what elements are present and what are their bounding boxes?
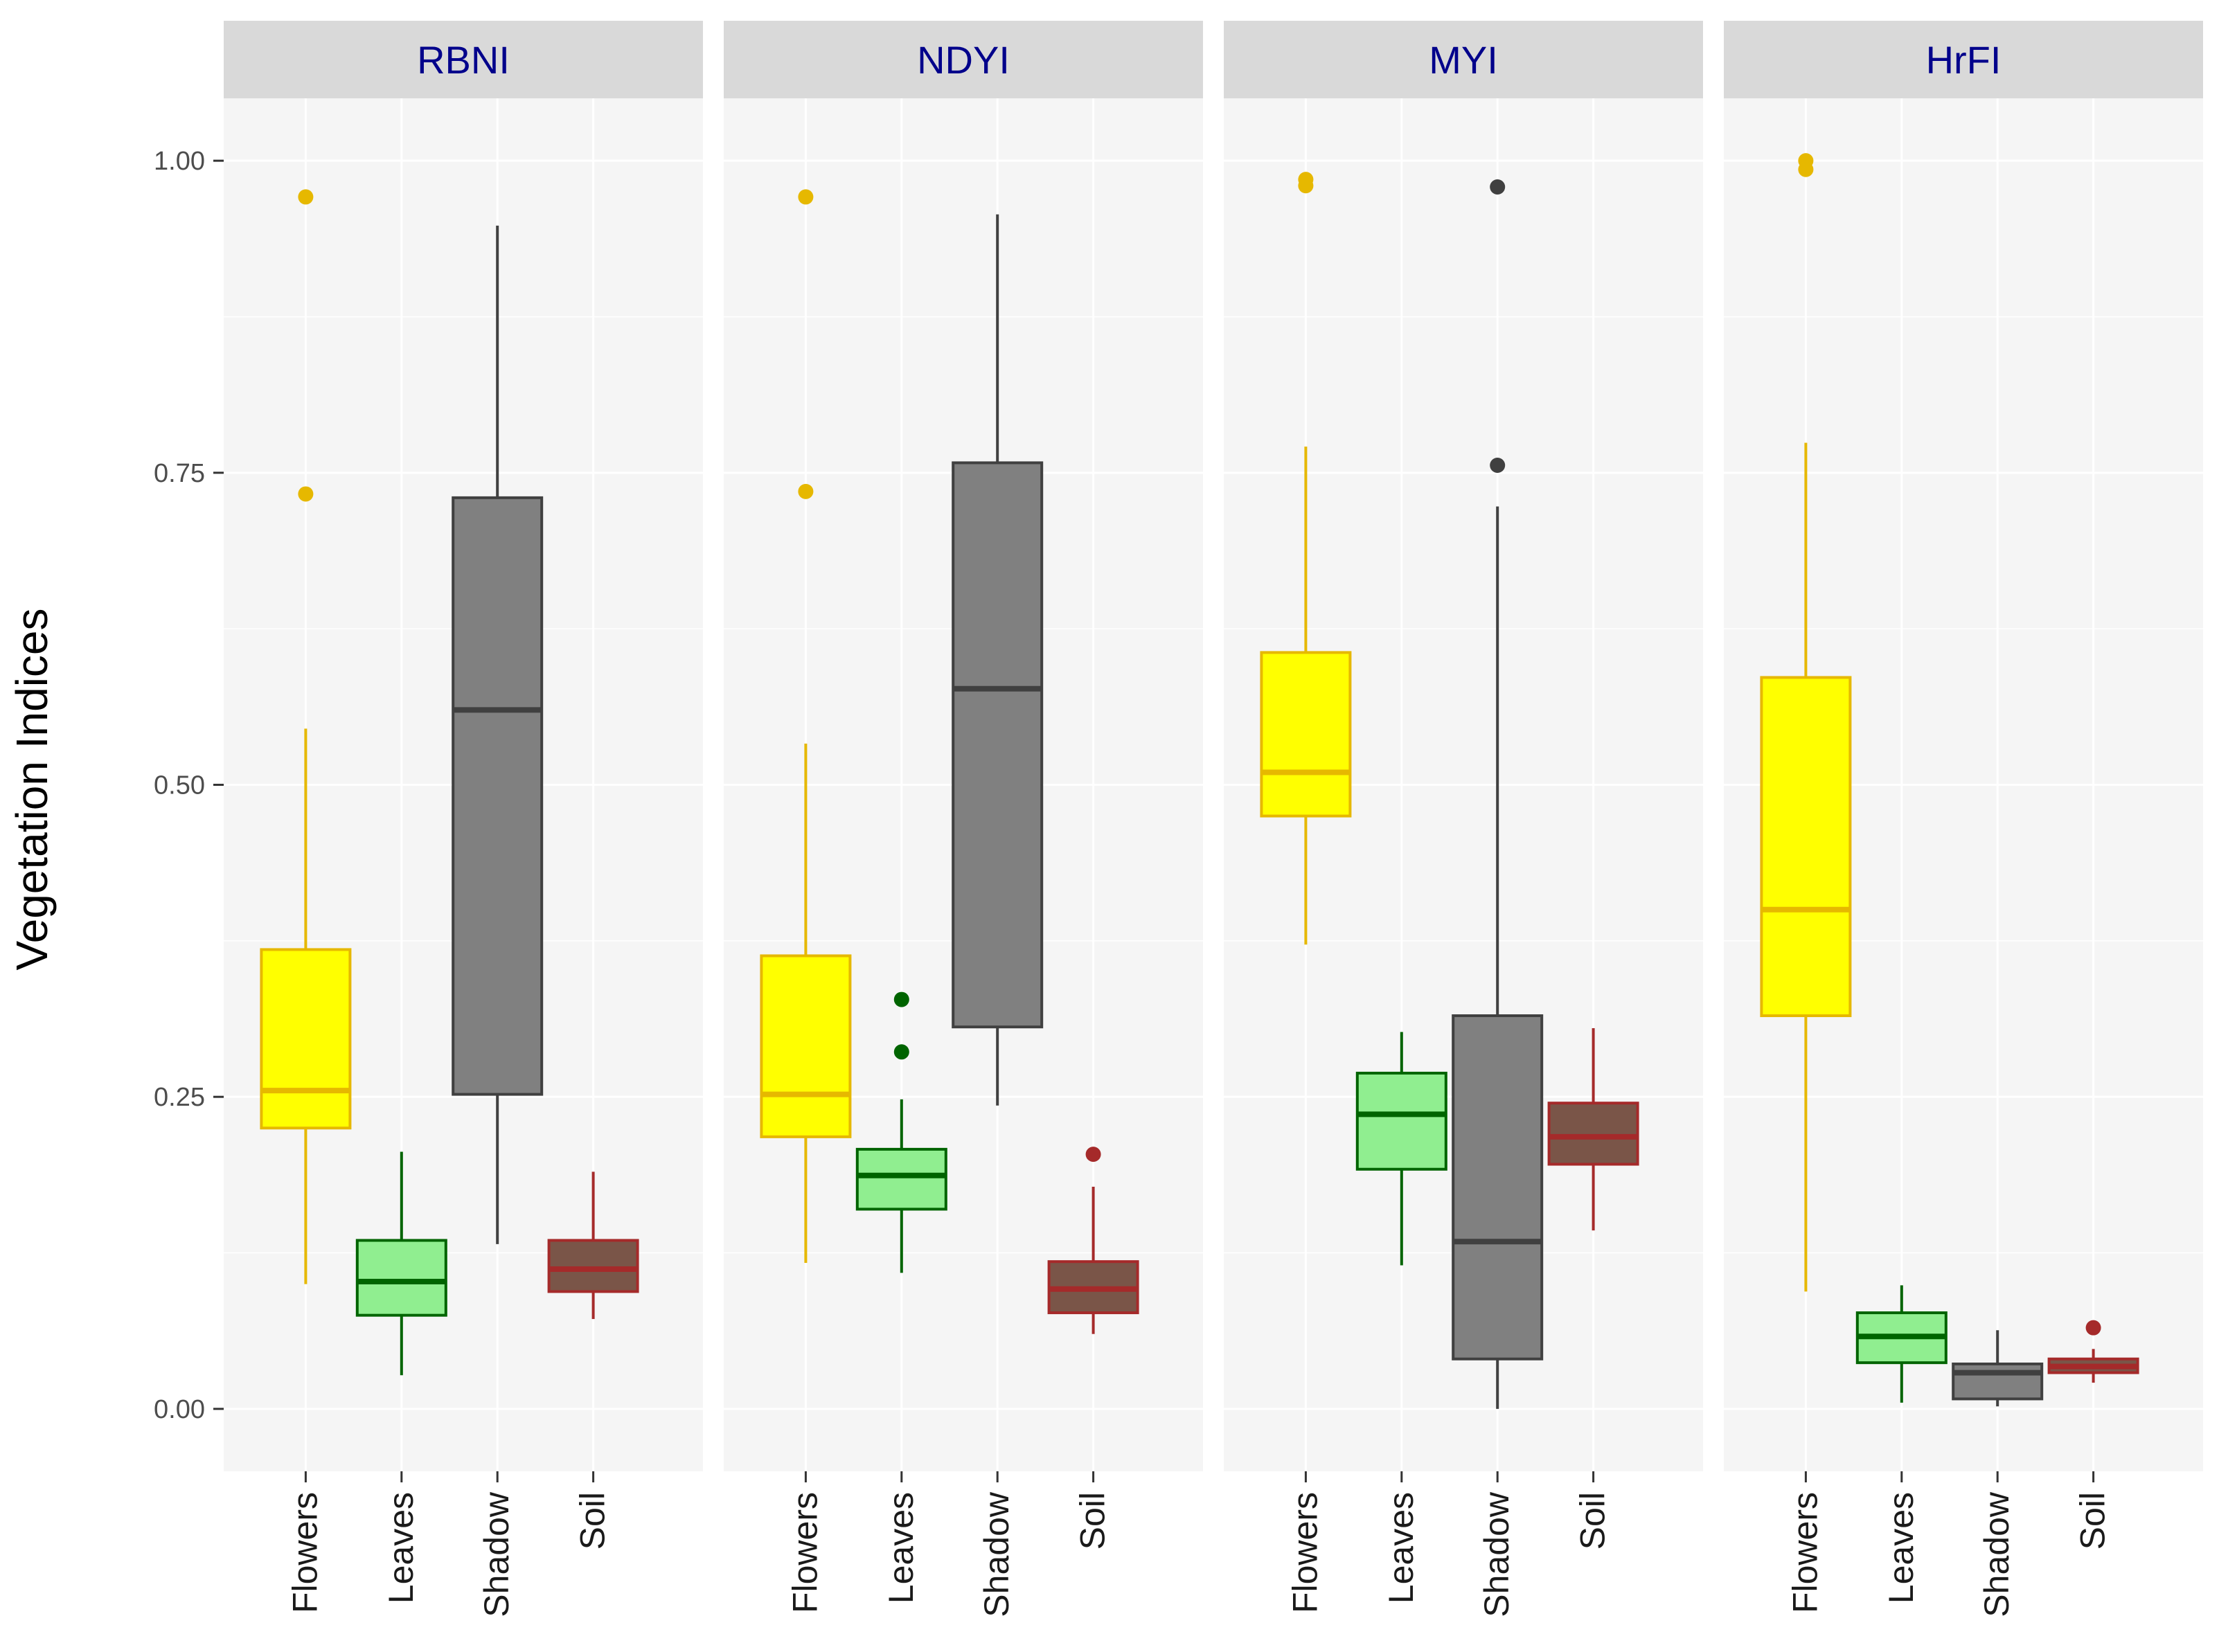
outlier-point (798, 189, 814, 205)
box-flowers (260, 189, 352, 1284)
box-flowers (1260, 172, 1352, 945)
outlier-point (1490, 458, 1506, 474)
y-tick-label: 0.00 (154, 1395, 205, 1424)
box-iqr (1260, 651, 1352, 818)
box-soil (1547, 1028, 1639, 1231)
box-iqr (952, 461, 1044, 1029)
box-shadow (952, 214, 1044, 1106)
box-soil (547, 1171, 639, 1320)
panel-ndyi: NDYI Flowers Leaves Shadow Soil (724, 21, 1203, 1617)
y-axis: 0.00 0.25 0.50 0.75 1.00 (154, 147, 224, 1424)
panel-strip (724, 21, 1203, 98)
box-flowers (760, 189, 852, 1263)
box-iqr (260, 948, 352, 1130)
box-leaves (1355, 1032, 1447, 1266)
outlier-point (1490, 179, 1506, 195)
box-iqr (855, 1147, 947, 1211)
outlier-point (893, 991, 909, 1007)
panel-title: NDYI (917, 38, 1010, 82)
panel-title: RBNI (417, 38, 510, 82)
box-iqr (1355, 1071, 1447, 1171)
x-tick-label: Leaves (1382, 1492, 1420, 1604)
box-iqr (547, 1239, 639, 1293)
panels: RBNI Flowers Leaves Shadow Soil NDYI Flowers Le… (224, 21, 2203, 1617)
box-leaves (855, 991, 947, 1273)
box-soil (1047, 1147, 1139, 1334)
x-tick-label: Flowers (1785, 1492, 1824, 1613)
outlier-point (298, 486, 314, 502)
outlier-point (298, 189, 314, 205)
box-shadow (452, 225, 544, 1244)
box-iqr (1760, 676, 1852, 1018)
y-tick-label: 0.25 (154, 1083, 205, 1112)
box-iqr (1952, 1362, 2044, 1401)
box-iqr (1547, 1102, 1639, 1166)
x-tick-label: Shadow (977, 1491, 1016, 1617)
x-tick-label: Leaves (882, 1492, 920, 1604)
box-iqr (760, 954, 852, 1138)
box-soil (2047, 1320, 2139, 1383)
outlier-point (1798, 153, 1814, 169)
y-tick-label: 1.00 (154, 147, 205, 176)
box-leaves (355, 1151, 447, 1376)
panel-rbni: RBNI Flowers Leaves Shadow Soil (224, 21, 703, 1617)
panel-title: HrFI (1926, 38, 2002, 82)
outlier-point (798, 483, 814, 499)
outlier-point (2085, 1320, 2101, 1336)
x-tick-label: Shadow (1477, 1491, 1516, 1617)
x-tick-label: Shadow (477, 1491, 516, 1617)
outlier-point (1298, 172, 1314, 188)
x-tick-label: Shadow (1977, 1491, 2016, 1617)
panel-strip (1724, 21, 2203, 98)
panel-strip (1224, 21, 1703, 98)
box-flowers (1760, 153, 1852, 1292)
x-tick-label: Soil (2074, 1492, 2112, 1550)
y-tick-label: 0.50 (154, 771, 205, 800)
box-shadow (1452, 179, 1544, 1409)
box-leaves (1855, 1285, 1948, 1403)
x-tick-label: Soil (1073, 1492, 1112, 1550)
x-tick-label: Flowers (285, 1492, 324, 1613)
x-tick-label: Flowers (785, 1492, 824, 1613)
box-iqr (355, 1239, 447, 1317)
y-axis-title: Vegetation Indices (7, 608, 57, 970)
outlier-point (893, 1044, 909, 1060)
box-iqr (1452, 1014, 1544, 1361)
x-tick-label: Soil (573, 1492, 612, 1550)
x-tick-label: Leaves (1882, 1492, 1921, 1604)
x-tick-label: Leaves (382, 1492, 420, 1604)
box-iqr (452, 496, 544, 1096)
x-tick-label: Soil (1574, 1492, 1612, 1550)
panel-strip (224, 21, 703, 98)
panel-myi: MYI Flowers Leaves Shadow Soil (1224, 21, 1703, 1617)
panel-hrfi: HrFI Flowers Leaves Shadow Soil (1724, 21, 2203, 1617)
box-shadow (1952, 1330, 2044, 1407)
panel-title: MYI (1429, 38, 1498, 82)
outlier-point (1085, 1147, 1101, 1162)
y-tick-label: 0.75 (154, 459, 205, 488)
x-tick-label: Flowers (1285, 1492, 1324, 1613)
